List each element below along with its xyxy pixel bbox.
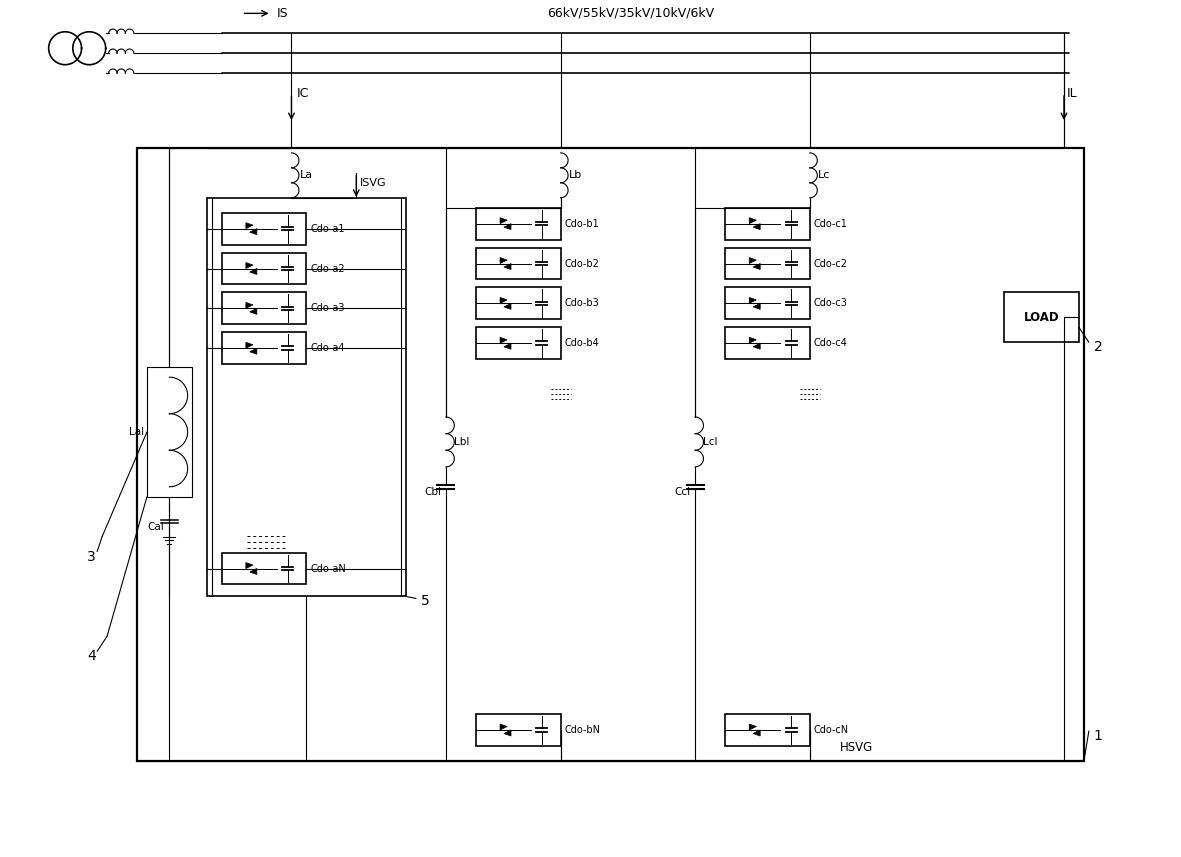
Polygon shape bbox=[753, 730, 761, 736]
Text: Cdo-bN: Cdo-bN bbox=[565, 725, 601, 735]
Text: Cdo-b1: Cdo-b1 bbox=[565, 219, 599, 229]
Bar bbox=[207, 198, 406, 596]
Text: 66kV/55kV/35kV/10kV/6kV: 66kV/55kV/35kV/10kV/6kV bbox=[547, 7, 715, 20]
Text: Cdo-b2: Cdo-b2 bbox=[565, 259, 600, 268]
Bar bbox=[725, 287, 810, 320]
Text: Lcl: Lcl bbox=[703, 437, 718, 447]
Text: Cdo-cN: Cdo-cN bbox=[814, 725, 849, 735]
Polygon shape bbox=[249, 268, 256, 274]
Polygon shape bbox=[749, 724, 756, 730]
Bar bbox=[222, 553, 306, 584]
Polygon shape bbox=[504, 730, 511, 736]
Text: Cdo-c4: Cdo-c4 bbox=[814, 339, 848, 348]
Bar bbox=[476, 714, 561, 746]
Bar bbox=[725, 248, 810, 279]
Polygon shape bbox=[246, 262, 253, 268]
Polygon shape bbox=[249, 229, 256, 235]
Text: Lb: Lb bbox=[568, 171, 582, 180]
Text: LOAD: LOAD bbox=[1024, 311, 1059, 324]
Text: Cdo-c2: Cdo-c2 bbox=[814, 259, 848, 268]
Polygon shape bbox=[249, 568, 256, 574]
Polygon shape bbox=[246, 303, 253, 309]
Polygon shape bbox=[246, 342, 253, 348]
Text: Lal: Lal bbox=[129, 427, 144, 437]
Polygon shape bbox=[504, 344, 511, 350]
Polygon shape bbox=[504, 264, 511, 269]
Bar bbox=[725, 207, 810, 240]
Text: Cdo-b3: Cdo-b3 bbox=[565, 298, 599, 309]
Bar bbox=[222, 253, 306, 285]
Polygon shape bbox=[500, 218, 507, 224]
Bar bbox=[476, 287, 561, 320]
Polygon shape bbox=[246, 223, 253, 229]
Text: Lc: Lc bbox=[817, 171, 830, 180]
Text: Cdo-b4: Cdo-b4 bbox=[565, 339, 599, 348]
Polygon shape bbox=[749, 338, 756, 344]
Text: Cdo-a1: Cdo-a1 bbox=[311, 224, 345, 234]
Polygon shape bbox=[249, 309, 256, 315]
Polygon shape bbox=[246, 562, 253, 568]
Text: Cdo-aN: Cdo-aN bbox=[311, 564, 346, 573]
Bar bbox=[1004, 292, 1079, 342]
Text: Ccl: Ccl bbox=[674, 487, 690, 497]
Text: IS: IS bbox=[276, 7, 288, 20]
Text: ISVG: ISVG bbox=[360, 177, 387, 188]
Text: Cbl: Cbl bbox=[424, 487, 441, 497]
Polygon shape bbox=[749, 297, 756, 303]
Text: 1: 1 bbox=[1094, 729, 1103, 743]
Polygon shape bbox=[753, 303, 761, 309]
Polygon shape bbox=[753, 224, 761, 230]
Text: Cdo-a2: Cdo-a2 bbox=[311, 263, 345, 273]
Text: 3: 3 bbox=[87, 549, 96, 564]
Polygon shape bbox=[749, 218, 756, 224]
Text: IC: IC bbox=[296, 87, 308, 99]
Text: 5: 5 bbox=[422, 595, 430, 608]
Text: Cdo-c1: Cdo-c1 bbox=[814, 219, 848, 229]
Bar bbox=[725, 327, 810, 359]
Text: HSVG: HSVG bbox=[840, 741, 873, 754]
Text: La: La bbox=[300, 171, 313, 180]
Bar bbox=[476, 248, 561, 279]
Text: Cdo-a4: Cdo-a4 bbox=[311, 344, 345, 353]
Polygon shape bbox=[500, 297, 507, 303]
Polygon shape bbox=[504, 224, 511, 230]
Polygon shape bbox=[749, 258, 756, 264]
Text: Lbl: Lbl bbox=[454, 437, 469, 447]
Polygon shape bbox=[500, 338, 507, 344]
Bar bbox=[222, 333, 306, 364]
Bar bbox=[222, 213, 306, 244]
Bar bbox=[222, 292, 306, 324]
Polygon shape bbox=[753, 344, 761, 350]
Bar bbox=[476, 207, 561, 240]
Text: 4: 4 bbox=[87, 650, 96, 663]
Text: 2: 2 bbox=[1094, 340, 1103, 354]
Text: Cdo-a3: Cdo-a3 bbox=[311, 303, 345, 314]
Bar bbox=[725, 714, 810, 746]
Bar bbox=[146, 367, 191, 497]
Bar bbox=[476, 327, 561, 359]
Text: IL: IL bbox=[1066, 87, 1077, 99]
Bar bbox=[137, 148, 1084, 761]
Polygon shape bbox=[500, 724, 507, 730]
Text: Cdo-c3: Cdo-c3 bbox=[814, 298, 848, 309]
Polygon shape bbox=[249, 348, 256, 354]
Polygon shape bbox=[500, 258, 507, 264]
Polygon shape bbox=[504, 303, 511, 309]
Text: Cal: Cal bbox=[148, 522, 164, 531]
Polygon shape bbox=[753, 264, 761, 269]
